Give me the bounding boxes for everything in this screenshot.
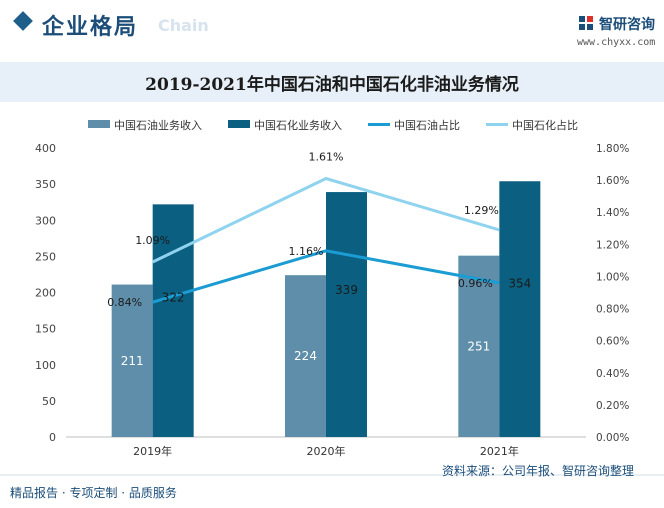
y-right-tick-label: 1.60%	[596, 175, 629, 187]
legend-line-sinochem-share	[486, 123, 508, 126]
legend-swatch-sinopec-revenue	[88, 120, 110, 128]
bar	[152, 204, 194, 437]
y-left-tick-label: 350	[35, 178, 56, 191]
line-data-label: 0.96%	[458, 277, 493, 290]
bar-data-label: 251	[467, 339, 490, 353]
y-right-tick-label: 0.80%	[596, 304, 629, 316]
line-data-label: 1.16%	[289, 245, 324, 258]
legend-swatch-sinochem-revenue	[228, 120, 250, 128]
y-right-tick-label: 1.80%	[596, 143, 629, 155]
y-left-tick-label: 250	[35, 250, 56, 263]
x-tick-label: 2020年	[307, 444, 346, 458]
bar-data-label: 211	[121, 354, 144, 368]
bar	[111, 284, 153, 437]
section-ghost-text: Chain	[158, 16, 209, 35]
chart-title-box	[0, 62, 664, 102]
chart-legend: 中国石油业务收入 中国石化业务收入 中国石油占比 中国石化占比	[0, 116, 664, 134]
bar-data-label: 322	[162, 290, 185, 304]
bar	[326, 192, 367, 437]
brand-logo-icon	[579, 16, 593, 30]
brand-url: www.chyxx.com	[577, 37, 656, 48]
y-right-tick-label: 0.20%	[596, 400, 629, 412]
bar-data-label: 224	[294, 349, 317, 363]
series-line	[152, 176, 500, 264]
y-left-tick-label: 0	[49, 431, 56, 444]
y-left-tick-label: 200	[35, 287, 56, 300]
x-tick-label: 2019年	[133, 444, 172, 458]
legend-line-sinopec-share	[368, 123, 390, 126]
line-data-label: 1.61%	[309, 151, 344, 164]
y-left-tick-label: 400	[35, 142, 56, 155]
y-left-tick-label: 300	[35, 214, 56, 227]
line-data-label: 0.84%	[107, 296, 142, 309]
data-source: 资料来源：公司年报、智研咨询整理	[442, 464, 635, 478]
legend-label-sinopec-revenue: 中国石油业务收入	[114, 119, 202, 132]
header: 企业格局 Chain 智研咨询 www.chyxx.com	[0, 0, 664, 56]
chart-title: 2019-2021年中国石油和中国石化非油业务情况	[145, 75, 519, 95]
bar	[499, 181, 541, 437]
bar	[458, 255, 500, 437]
bar	[285, 275, 326, 437]
y-right-tick-label: 1.00%	[596, 271, 629, 283]
y-left-tick-label: 150	[35, 323, 56, 336]
x-tick-label: 2021年	[480, 444, 519, 458]
y-right-tick-label: 0.60%	[596, 336, 629, 348]
y-right-tick-label: 1.20%	[596, 239, 629, 251]
y-right-tick-label: 0.40%	[596, 368, 629, 380]
footer-slogan: 精品报告 · 专项定制 · 品质服务	[10, 486, 177, 500]
line-data-label: 1.09%	[135, 234, 170, 247]
legend-label-sinochem-revenue: 中国石化业务收入	[254, 119, 342, 132]
series-line	[152, 249, 500, 304]
legend-label-sinopec-share: 中国石油占比	[394, 119, 460, 132]
y-right-tick-label: 1.40%	[596, 207, 629, 219]
footer: 精品报告 · 专项定制 · 品质服务	[0, 474, 664, 508]
line-data-label: 1.29%	[464, 204, 499, 217]
section-title: 企业格局	[42, 15, 139, 40]
bar-data-label: 354	[508, 277, 531, 291]
brand-name: 智研咨询	[599, 17, 655, 33]
y-left-tick-label: 50	[42, 395, 56, 408]
legend-label-sinochem-share: 中国石化占比	[512, 119, 578, 132]
y-right-tick-label: 0.00%	[596, 432, 629, 444]
y-left-tick-label: 100	[35, 359, 56, 372]
bar-data-label: 339	[335, 283, 358, 297]
